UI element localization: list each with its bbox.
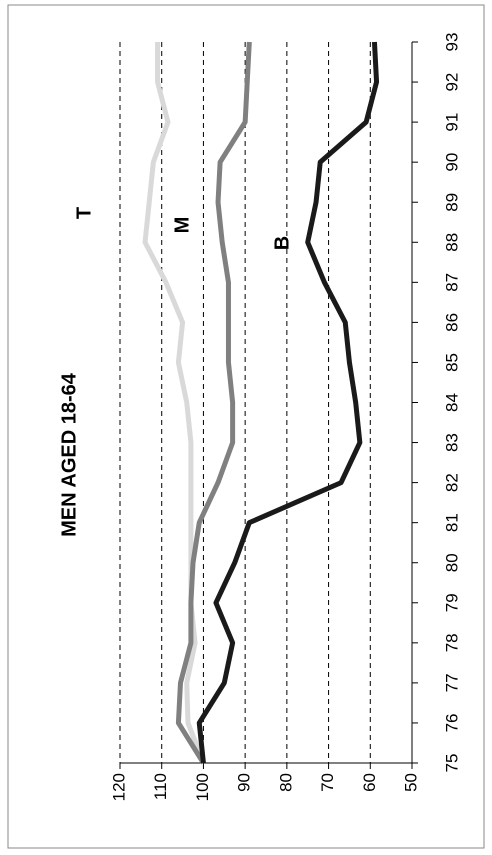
x-tick-label: 79 [442,593,461,612]
y-tick-label: 110 [151,773,170,800]
x-tick-label: 84 [442,393,461,412]
x-tick-label: 91 [442,113,461,132]
y-tick-label: 120 [109,773,128,801]
x-tick-label: 90 [442,153,461,172]
x-tick-label: 78 [442,633,461,652]
y-tick-label: 50 [401,773,420,792]
series-label: M [171,217,193,234]
series-line [175,41,252,765]
y-tick-label: 70 [318,773,337,792]
series-line [142,42,206,764]
series-line [196,41,380,764]
series-label: T [73,207,95,219]
x-tick-label: 93 [442,33,461,52]
x-tick-label: 92 [442,73,461,92]
chart-title: MEN AGED 18-64 [58,372,80,537]
x-tick-label: 83 [442,433,461,452]
x-tick-label: 89 [442,193,461,212]
x-tick-label: 86 [442,313,461,332]
x-tick-label: 77 [442,673,461,692]
x-tick-label: 88 [442,233,461,252]
y-tick-label: 80 [276,773,295,792]
x-tick-label: 80 [442,553,461,572]
x-tick-label: 81 [442,513,461,532]
x-tick-label: 82 [442,473,461,492]
x-tick-label: 75 [442,754,461,773]
x-tick-label: 85 [442,353,461,372]
x-tick-label: 76 [442,713,461,732]
series-label: B [271,236,293,250]
y-tick-label: 60 [360,773,379,792]
x-tick-label: 87 [442,273,461,292]
y-tick-label: 90 [235,773,254,792]
frame [7,4,485,849]
y-tick-label: 100 [193,773,212,801]
